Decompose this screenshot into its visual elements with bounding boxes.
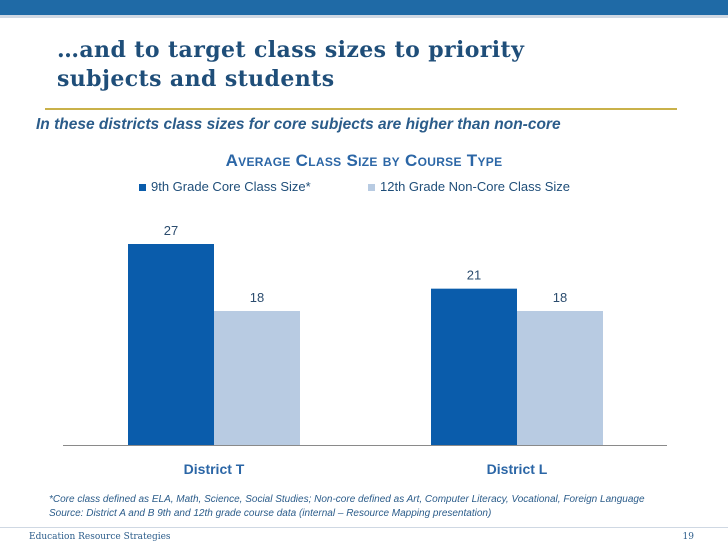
footer-organization: Education Resource Strategies (29, 532, 171, 542)
footnote-source: Source: District A and B 9th and 12th gr… (49, 508, 492, 519)
data-label-district-l-series-2: 18 (553, 290, 567, 305)
footnote: *Core class defined as ELA, Math, Scienc… (49, 493, 645, 521)
bar-district-l-series-1 (431, 288, 517, 445)
slide-title: …and to target class sizes to priority s… (57, 36, 677, 94)
header-band-accent (0, 15, 728, 18)
page-number: 19 (682, 532, 694, 542)
slide-subtitle: In these districts class sizes for core … (36, 116, 561, 133)
category-label-2: District L (487, 461, 548, 477)
header-band (0, 0, 728, 15)
legend-label-2: 12th Grade Non-Core Class Size (380, 179, 570, 194)
data-label-district-t-series-1: 27 (164, 223, 178, 238)
title-divider (45, 108, 677, 110)
category-label-1: District T (184, 461, 245, 477)
bar-district-t-series-2 (214, 311, 300, 445)
bar-district-l-series-2 (517, 311, 603, 445)
legend-label-1: 9th Grade Core Class Size* (151, 179, 311, 194)
slide-title-line-1: …and to target class sizes to priority (57, 37, 525, 63)
slide-title-line-2: subjects and students (57, 66, 335, 92)
chart-title: Average Class Size by Course Type (225, 151, 503, 170)
data-label-district-t-series-2: 18 (250, 290, 264, 305)
legend-swatch-2 (368, 184, 375, 191)
footnote-definition: *Core class defined as ELA, Math, Scienc… (49, 494, 645, 505)
footer-divider (0, 527, 728, 528)
bar-district-t-series-1 (128, 244, 214, 445)
legend-swatch-1 (139, 184, 146, 191)
data-label-district-l-series-1: 21 (467, 268, 481, 283)
